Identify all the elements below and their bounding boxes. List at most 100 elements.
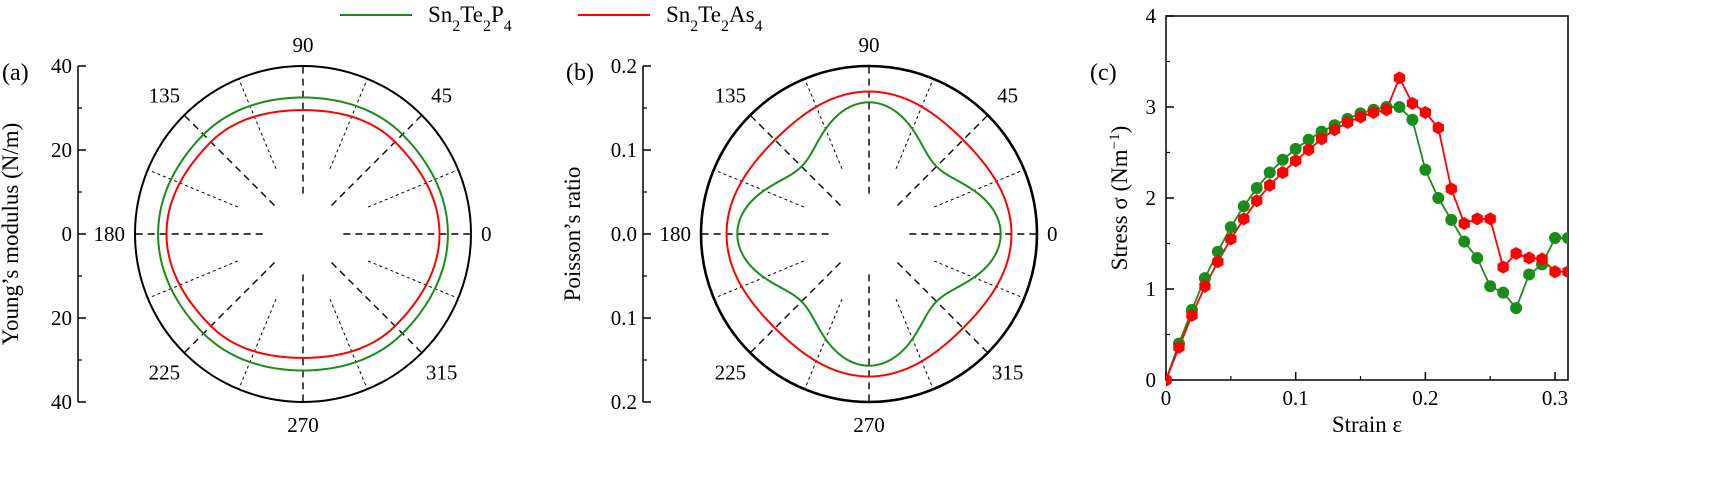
series-curve-sn2te2as4: [725, 90, 1013, 378]
polar-minor-gridline: [933, 260, 1025, 299]
polar-minor-gridline: [713, 169, 805, 208]
data-point-sn2te2as4: [1419, 105, 1431, 119]
data-point-sn2te2p4: [1276, 153, 1289, 166]
data-point-sn2te2as4: [1536, 252, 1548, 266]
polar-outer-circle: [699, 64, 1039, 404]
polar-major-gridline: [749, 114, 841, 206]
panel-label: (c): [1090, 60, 1117, 86]
data-point-sn2te2p4: [1471, 252, 1484, 265]
data-point-sn2te2as4: [1212, 255, 1224, 269]
data-point-sn2te2as4: [1290, 154, 1302, 168]
y-tick-label: 1: [1146, 277, 1157, 301]
panel-label: (b): [566, 60, 594, 86]
radial-tick-label: 0.0: [611, 222, 637, 246]
data-point-sn2te2as4: [1432, 121, 1444, 135]
polar-minor-gridline: [895, 298, 934, 390]
panel-a-youngs-modulus: 0 45 90 135 180 225 270 315 40 20 0 20 40 Young’s mod…: [0, 33, 492, 437]
radial-tick-label: 20: [51, 138, 72, 162]
polar-minor-gridline: [238, 298, 277, 390]
series-curve-sn2te2as4: [165, 109, 441, 359]
data-point-sn2te2p4: [1549, 232, 1562, 245]
data-point-sn2te2as4: [1186, 308, 1198, 322]
polar-minor-gridline: [804, 78, 843, 170]
data-point-sn2te2p4: [1289, 142, 1302, 155]
plot-frame: [1165, 15, 1569, 381]
data-point-sn2te2as4: [1303, 143, 1315, 157]
x-axis-title: Strain ε: [1332, 412, 1402, 437]
polar-angle-label: 90: [293, 33, 314, 57]
data-point-sn2te2as4: [1328, 123, 1341, 137]
data-point-sn2te2p4: [1211, 245, 1224, 258]
data-point-sn2te2as4: [1251, 194, 1263, 208]
polar-minor-gridline: [713, 260, 805, 299]
polar-major-gridline: [183, 114, 275, 206]
data-point-sn2te2as4: [1367, 105, 1380, 119]
data-point-sn2te2p4: [1510, 302, 1523, 315]
polar-minor-gridline: [147, 260, 239, 299]
polar-minor-gridline: [933, 169, 1025, 208]
y-axis-title: Stress σ (Nm−1): [1107, 126, 1132, 271]
series-curve-sn2te2p4: [157, 96, 449, 372]
data-point-sn2te2as4: [1315, 132, 1328, 146]
legend-label-sn2te2p4: Sn2Te2P4: [428, 2, 512, 35]
data-point-sn2te2p4: [1432, 192, 1445, 204]
data-point-sn2te2as4: [1549, 265, 1561, 279]
data-point-sn2te2p4: [1562, 232, 1568, 245]
data-point-sn2te2as4: [1264, 178, 1276, 192]
data-point-sn2te2p4: [1393, 101, 1406, 113]
polar-angle-label: 0: [481, 222, 492, 246]
radial-tick-label: 40: [51, 54, 72, 78]
radial-tick-label: 40: [51, 390, 72, 414]
series-line-sn2te2p4: [1166, 106, 1568, 381]
polar-angle-label: 270: [853, 413, 885, 437]
data-point-sn2te2as4: [1510, 247, 1522, 261]
polar-major-gridline: [183, 262, 275, 354]
data-point-sn2te2p4: [1419, 163, 1432, 176]
polar-minor-gridline: [367, 169, 459, 208]
radial-tick-label: 0.2: [611, 390, 637, 414]
polar-angle-label: 135: [715, 83, 747, 107]
data-point-sn2te2as4: [1523, 251, 1535, 265]
polar-minor-gridline: [367, 260, 459, 299]
x-tick-label: 0.3: [1542, 386, 1568, 410]
data-point-sn2te2as4: [1562, 265, 1568, 279]
data-point-sn2te2as4: [1406, 96, 1419, 110]
polar-major-gridline: [897, 114, 989, 206]
radial-tick-label: 0: [62, 222, 73, 246]
polar-outer-circle: [134, 65, 472, 403]
radial-axis-title: Poisson’s ratio: [560, 167, 585, 302]
polar-major-gridline: [897, 262, 989, 354]
data-point-sn2te2as4: [1380, 103, 1393, 117]
polar-minor-gridline: [147, 169, 239, 208]
data-point-sn2te2p4: [1263, 166, 1276, 179]
y-tick-label: 0: [1146, 368, 1157, 392]
data-point-sn2te2as4: [1341, 115, 1354, 129]
polar-angle-label: 90: [859, 33, 880, 57]
x-tick-label: 0.2: [1412, 386, 1438, 410]
y-tick-label: 3: [1146, 95, 1157, 119]
data-point-sn2te2as4: [1225, 232, 1237, 246]
polar-angle-label: 225: [149, 361, 181, 385]
data-point-sn2te2as4: [1354, 110, 1367, 124]
polar-major-gridline: [749, 262, 841, 354]
polar-angle-label: 45: [431, 83, 452, 107]
series-curve-sn2te2p4: [736, 101, 1002, 367]
data-point-sn2te2p4: [1497, 286, 1510, 299]
data-point-sn2te2p4: [1198, 272, 1211, 285]
polar-minor-gridline: [329, 298, 368, 390]
radial-tick-label: 20: [51, 306, 72, 330]
data-point-sn2te2p4: [1224, 221, 1237, 234]
data-point-sn2te2p4: [1250, 181, 1263, 194]
legend: Sn2Te2P4 Sn2Te2As4: [340, 2, 763, 35]
polar-minor-gridline: [329, 78, 368, 170]
polar-minor-gridline: [238, 78, 277, 170]
polar-major-gridline: [331, 262, 423, 354]
radial-tick-label: 0.1: [611, 306, 637, 330]
data-point-sn2te2as4: [1238, 212, 1250, 226]
panel-b-poissons-ratio: 0 45 90 135 180 225 270 315 0.2 0.1 0.0 0.1 0.2 Poiss…: [560, 33, 1058, 437]
x-tick-label: 0.1: [1283, 386, 1309, 410]
data-point-sn2te2p4: [1406, 113, 1419, 126]
radial-tick-label: 0.2: [611, 54, 637, 78]
data-point-sn2te2as4: [1173, 340, 1185, 354]
